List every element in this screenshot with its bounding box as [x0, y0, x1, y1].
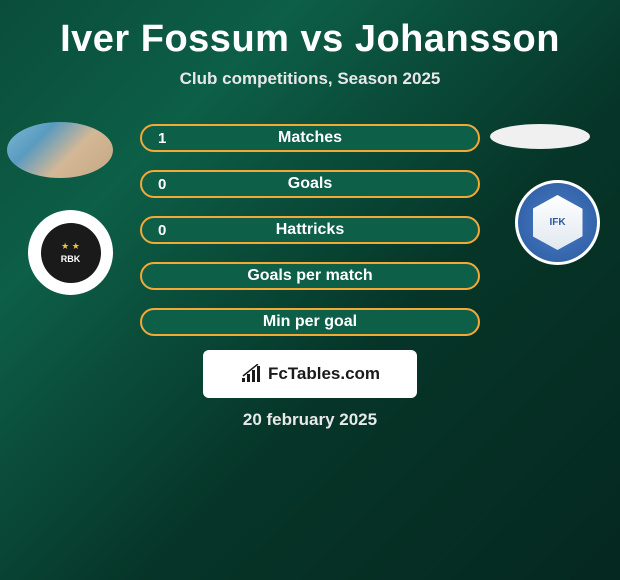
player-photo-left — [7, 122, 113, 178]
team-badge-left-abbrev: RBK — [61, 254, 81, 264]
logo-text: FcTables.com — [268, 364, 380, 384]
chart-icon — [240, 364, 264, 384]
stat-value-left: 0 — [158, 222, 166, 239]
stat-value-left: 1 — [158, 130, 166, 147]
stat-label: Goals — [142, 175, 478, 193]
stat-row-goals: 0 Goals — [140, 170, 480, 198]
team-badge-right-abbrev: IFK — [549, 217, 565, 228]
stat-row-mpg: Min per goal — [140, 308, 480, 336]
stats-container: 1 Matches 0 Goals 0 Hattricks Goals per … — [140, 124, 480, 354]
stat-row-gpm: Goals per match — [140, 262, 480, 290]
team-badge-left: ★ ★ RBK — [28, 210, 113, 295]
stat-label: Matches — [142, 129, 478, 147]
player-photo-right — [490, 124, 590, 149]
team-badge-left-inner: ★ ★ RBK — [41, 223, 101, 283]
stat-value-left: 0 — [158, 176, 166, 193]
stat-label: Hattricks — [142, 221, 478, 239]
team-badge-right: IFK — [515, 180, 600, 265]
stat-row-hattricks: 0 Hattricks — [140, 216, 480, 244]
team-badge-right-inner: IFK — [533, 195, 583, 250]
stat-label: Goals per match — [142, 267, 478, 285]
team-badge-stars: ★ ★ — [61, 241, 80, 252]
logo-box: FcTables.com — [203, 350, 417, 398]
page-title: Iver Fossum vs Johansson — [0, 0, 620, 61]
stat-row-matches: 1 Matches — [140, 124, 480, 152]
stat-label: Min per goal — [142, 313, 478, 331]
date-text: 20 february 2025 — [0, 410, 620, 430]
page-subtitle: Club competitions, Season 2025 — [0, 69, 620, 89]
